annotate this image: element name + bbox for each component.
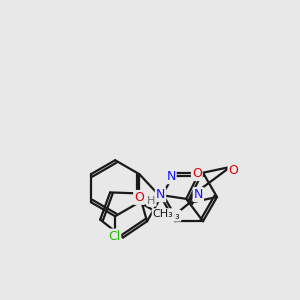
Text: CH₃: CH₃	[153, 209, 173, 219]
Text: O: O	[229, 164, 238, 177]
Text: Cl: Cl	[108, 230, 120, 242]
Text: N: N	[194, 188, 203, 201]
Text: H: H	[147, 196, 156, 206]
Text: O: O	[134, 191, 144, 204]
Text: N: N	[166, 170, 176, 183]
Text: N: N	[156, 188, 165, 201]
Text: O: O	[192, 167, 202, 180]
Text: CH₃: CH₃	[160, 211, 180, 221]
